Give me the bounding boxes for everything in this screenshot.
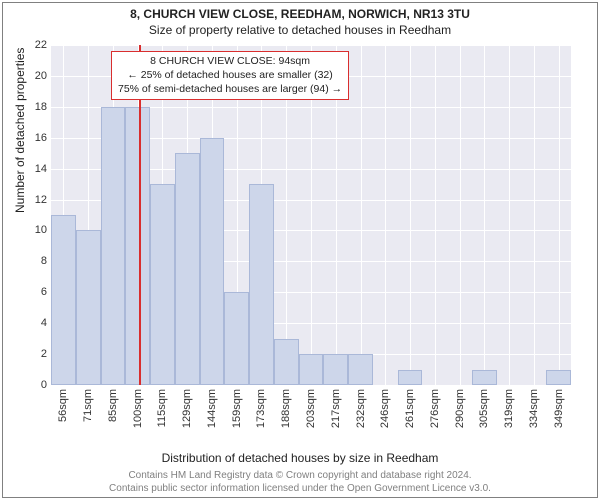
- x-tick-label: 85sqm: [107, 389, 119, 422]
- gridline-vertical: [534, 45, 535, 385]
- footer: Contains HM Land Registry data © Crown c…: [3, 470, 597, 495]
- x-tick-label: 100sqm: [132, 389, 144, 428]
- y-tick-label: 6: [41, 286, 47, 298]
- annotation-line: ← 25% of detached houses are smaller (32…: [118, 68, 342, 82]
- gridline-vertical: [460, 45, 461, 385]
- x-tick-label: 115sqm: [156, 389, 168, 427]
- annotation-line: 75% of semi-detached houses are larger (…: [118, 82, 342, 96]
- gridline-vertical: [559, 45, 560, 385]
- y-tick-label: 10: [35, 224, 47, 236]
- histogram-bar: [101, 107, 126, 385]
- histogram-bar: [348, 354, 373, 385]
- histogram-bar: [249, 184, 274, 385]
- histogram-bar: [224, 292, 249, 385]
- x-tick-label: 349sqm: [553, 389, 565, 428]
- x-tick-label: 188sqm: [280, 389, 292, 428]
- x-tick-label: 56sqm: [57, 389, 69, 422]
- x-tick-label: 129sqm: [181, 389, 193, 428]
- histogram-bar: [51, 215, 76, 385]
- x-tick-label: 217sqm: [330, 389, 342, 428]
- y-axis-label: Number of detached properties: [13, 48, 27, 213]
- x-tick-label: 71sqm: [82, 389, 94, 422]
- histogram-bar: [299, 354, 324, 385]
- histogram-bar: [200, 138, 225, 385]
- histogram-bar: [76, 230, 101, 385]
- gridline-vertical: [410, 45, 411, 385]
- gridline-vertical: [435, 45, 436, 385]
- gridline-vertical: [509, 45, 510, 385]
- y-tick-label: 0: [41, 379, 47, 391]
- footer-line1: Contains HM Land Registry data © Crown c…: [3, 470, 597, 483]
- y-tick-label: 14: [35, 163, 47, 175]
- x-tick-label: 246sqm: [379, 389, 391, 428]
- gridline-vertical: [484, 45, 485, 385]
- x-tick-label: 232sqm: [355, 389, 367, 428]
- y-tick-label: 12: [35, 194, 47, 206]
- y-tick-label: 20: [35, 70, 47, 82]
- x-tick-label: 144sqm: [206, 389, 218, 428]
- annotation-box: 8 CHURCH VIEW CLOSE: 94sqm← 25% of detac…: [111, 51, 349, 100]
- chart-container: 8, CHURCH VIEW CLOSE, REEDHAM, NORWICH, …: [2, 2, 598, 498]
- y-tick-label: 16: [35, 132, 47, 144]
- y-tick-label: 18: [35, 101, 47, 113]
- y-tick-label: 8: [41, 255, 47, 267]
- annotation-line: 8 CHURCH VIEW CLOSE: 94sqm: [118, 54, 342, 68]
- x-tick-label: 290sqm: [454, 389, 466, 428]
- histogram-bar: [274, 339, 299, 385]
- x-tick-label: 334sqm: [528, 389, 540, 428]
- histogram-bar: [175, 153, 200, 385]
- y-tick-label: 22: [35, 39, 47, 51]
- x-tick-label: 319sqm: [503, 389, 515, 428]
- title-subtitle: Size of property relative to detached ho…: [3, 23, 597, 39]
- histogram-bar: [472, 370, 497, 385]
- y-tick-label: 4: [41, 317, 47, 329]
- x-tick-label: 173sqm: [255, 389, 267, 428]
- x-tick-label: 305sqm: [478, 389, 490, 428]
- x-tick-label: 276sqm: [429, 389, 441, 428]
- chart-title: 8, CHURCH VIEW CLOSE, REEDHAM, NORWICH, …: [3, 3, 597, 38]
- x-tick-label: 203sqm: [305, 389, 317, 428]
- histogram-bar: [150, 184, 175, 385]
- x-tick-label: 159sqm: [231, 389, 243, 428]
- gridline-vertical: [385, 45, 386, 385]
- footer-line2: Contains public sector information licen…: [3, 483, 597, 496]
- y-tick-label: 2: [41, 348, 47, 360]
- x-axis-label: Distribution of detached houses by size …: [3, 451, 597, 465]
- plot-area: 024681012141618202256sqm71sqm85sqm100sqm…: [51, 45, 571, 385]
- gridline-horizontal: [51, 385, 571, 386]
- histogram-bar: [398, 370, 423, 385]
- title-address: 8, CHURCH VIEW CLOSE, REEDHAM, NORWICH, …: [3, 7, 597, 23]
- histogram-bar: [323, 354, 348, 385]
- histogram-bar: [546, 370, 571, 385]
- x-tick-label: 261sqm: [404, 389, 416, 428]
- histogram-bar: [125, 107, 150, 385]
- gridline-vertical: [361, 45, 362, 385]
